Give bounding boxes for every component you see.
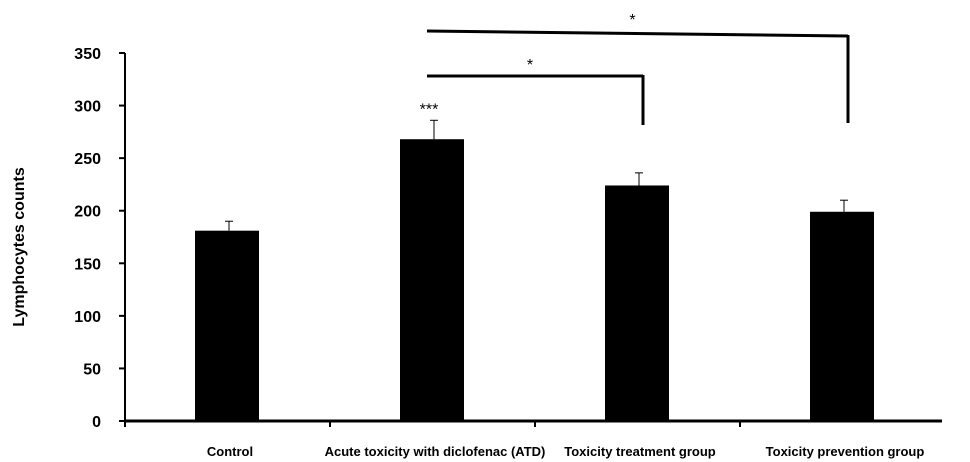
y-tick-label: 250 (74, 151, 101, 168)
bar (400, 139, 464, 421)
x-category-label: Acute toxicity with diclofenac (ATD) (325, 444, 546, 459)
significance-bracket-line (426, 29, 849, 38)
y-tick-label: 350 (74, 46, 101, 63)
y-tick-label: 50 (83, 361, 101, 378)
bar (195, 230, 259, 421)
significance-marker: *** (420, 101, 439, 118)
significance-bracket-label: * (629, 12, 635, 29)
bar (810, 211, 874, 421)
x-category-label: Toxicity treatment group (564, 444, 716, 459)
y-tick-label: 300 (74, 99, 101, 116)
y-axis-label: Lymphocytes counts (11, 167, 28, 327)
significance-bracket-label: * (527, 57, 533, 74)
y-axis: 0 50 100 150 200 250 300 350 (74, 46, 126, 431)
bar (605, 185, 669, 421)
y-tick-label: 0 (92, 414, 101, 431)
x-category-label: Toxicity prevention group (766, 444, 925, 459)
x-category-label: Control (207, 444, 253, 459)
y-tick-label: 100 (74, 309, 101, 326)
x-axis: Control Acute toxicity with diclofenac (A… (124, 419, 942, 459)
significance-annotations: ***** (420, 12, 850, 125)
bars (195, 139, 874, 421)
y-tick-label: 150 (74, 256, 101, 273)
y-tick-label: 200 (74, 204, 101, 221)
error-bars (225, 119, 848, 231)
